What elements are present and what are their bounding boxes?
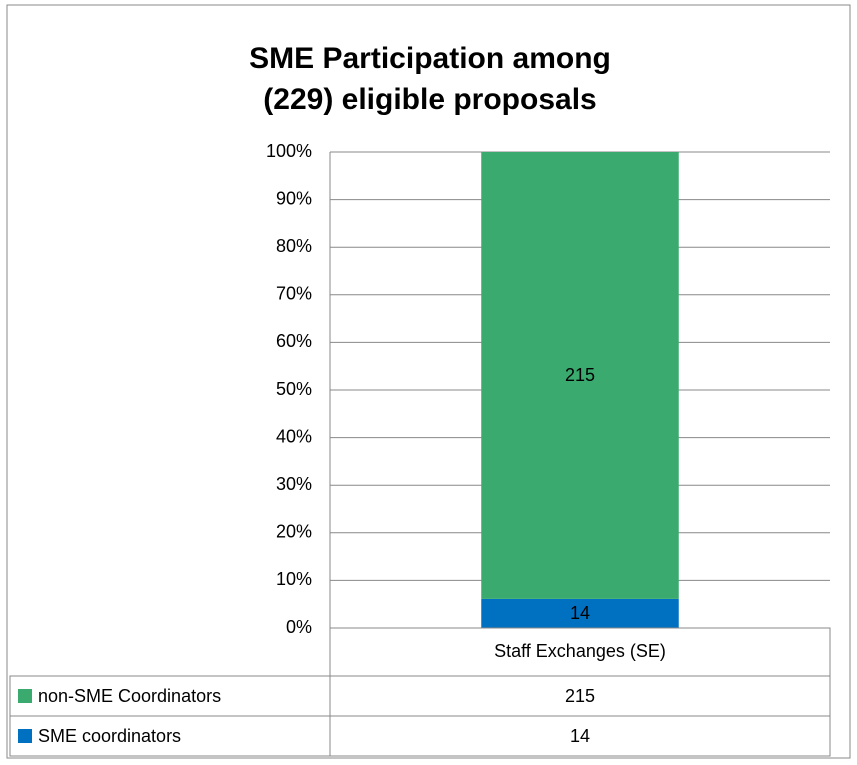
table-value: 215: [565, 686, 595, 706]
data-label: 14: [570, 603, 590, 623]
chart-title: (229) eligible proposals: [263, 83, 596, 116]
x-tick-label: Staff Exchanges (SE): [494, 641, 666, 661]
y-tick-label: 50%: [276, 379, 312, 399]
y-tick-label: 80%: [276, 236, 312, 256]
y-tick-label: 20%: [276, 522, 312, 542]
y-tick-label: 70%: [276, 284, 312, 304]
bar-segment: [481, 152, 679, 599]
bar-segment: [481, 598, 679, 628]
y-tick-label: 10%: [276, 569, 312, 589]
chart-title: SME Participation among: [249, 42, 611, 75]
legend-label: SME coordinators: [38, 726, 181, 746]
legend-label: non-SME Coordinators: [38, 686, 221, 706]
legend-key: [18, 729, 32, 743]
chart-border: [6, 4, 851, 759]
y-tick-label: 60%: [276, 331, 312, 351]
y-tick-label: 30%: [276, 474, 312, 494]
table-cell: [329, 715, 831, 757]
y-tick-label: 90%: [276, 188, 312, 208]
y-tick-label: 100%: [266, 141, 312, 161]
data-label: 215: [565, 365, 595, 385]
y-tick-label: 40%: [276, 426, 312, 446]
table-value: 14: [570, 726, 590, 746]
y-tick-label: 0%: [286, 617, 312, 637]
legend-key: [18, 689, 32, 703]
